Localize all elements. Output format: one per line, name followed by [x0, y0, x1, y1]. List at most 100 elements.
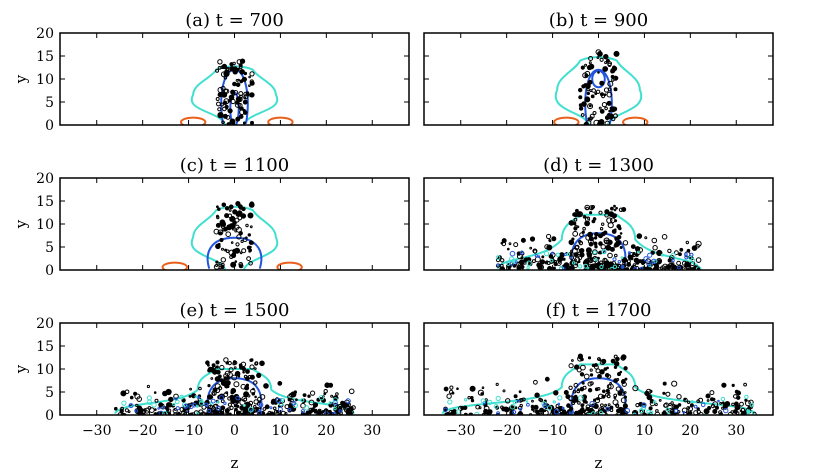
- black-contour: [604, 403, 607, 407]
- black-contour: [240, 239, 244, 243]
- black-contour: [245, 383, 249, 387]
- colored-contour: [693, 404, 698, 409]
- black-contour: [221, 63, 228, 70]
- black-contour: [690, 261, 695, 267]
- black-contour: [601, 222, 605, 226]
- black-contour: [221, 120, 225, 125]
- colored-contour: [509, 250, 516, 257]
- black-contour: [481, 386, 485, 390]
- black-contour: [470, 396, 474, 400]
- black-contour: [662, 391, 666, 395]
- black-contour: [539, 264, 542, 268]
- black-contour: [231, 252, 236, 257]
- black-contour: [592, 249, 598, 256]
- black-contour: [460, 406, 465, 411]
- black-contour: [234, 260, 238, 263]
- black-contour: [654, 402, 658, 407]
- x-tick-label: 30: [363, 423, 381, 439]
- black-contour: [620, 354, 627, 360]
- black-contour: [603, 87, 610, 93]
- black-contour: [646, 394, 653, 401]
- colored-contour: [509, 403, 516, 410]
- colored-contour: [487, 399, 493, 406]
- black-contour: [323, 392, 327, 396]
- black-contour: [215, 365, 219, 369]
- colored-contour: [194, 395, 198, 399]
- black-contour: [249, 364, 255, 370]
- black-contour: [693, 266, 697, 270]
- black-contour: [532, 248, 538, 254]
- black-contour: [215, 68, 220, 73]
- black-contour: [502, 389, 506, 393]
- y-tick-label: 0: [45, 408, 54, 424]
- black-contour: [295, 398, 298, 402]
- black-contour: [500, 241, 504, 245]
- colored-contour: [345, 398, 351, 404]
- black-contour: [614, 219, 618, 223]
- black-contour: [345, 411, 350, 415]
- black-contour: [606, 91, 613, 98]
- black-contour: [573, 382, 579, 388]
- black-contour: [573, 263, 578, 269]
- colored-contour: [612, 257, 617, 262]
- black-contour: [207, 384, 211, 388]
- black-contour: [223, 392, 229, 398]
- black-contour: [280, 410, 286, 415]
- black-contour: [529, 246, 533, 250]
- black-contour: [229, 394, 235, 400]
- black-contour: [696, 407, 700, 411]
- colored-contour: [300, 398, 305, 403]
- black-contour: [576, 367, 582, 373]
- black-contour: [225, 67, 231, 73]
- black-contour: [216, 215, 220, 220]
- black-contour: [743, 382, 747, 387]
- black-contour: [585, 97, 591, 103]
- black-contour: [256, 372, 262, 378]
- y-tick-label: 0: [45, 118, 54, 134]
- black-contour: [734, 401, 739, 407]
- black-contour: [667, 248, 672, 254]
- panel-title: (c) t = 1100: [180, 155, 289, 176]
- black-contour: [638, 259, 642, 264]
- colored-contour: [637, 250, 640, 254]
- black-contour: [241, 366, 247, 372]
- black-contour: [579, 232, 584, 237]
- orange-contour: [161, 261, 189, 270]
- black-contour: [254, 361, 259, 366]
- black-contour: [602, 66, 609, 72]
- black-contour: [531, 399, 534, 403]
- cyan-contour: [554, 56, 643, 125]
- black-contour: [236, 210, 243, 217]
- colored-contour: [332, 411, 337, 415]
- colored-contour: [447, 399, 453, 405]
- black-contour: [146, 384, 150, 389]
- colored-contour: [514, 399, 517, 403]
- black-contour: [587, 117, 591, 121]
- black-contour: [217, 229, 224, 236]
- black-contour: [577, 388, 580, 392]
- black-contour: [623, 366, 628, 371]
- colored-contour: [671, 258, 675, 263]
- black-contour: [243, 374, 248, 379]
- black-contour: [591, 363, 596, 368]
- colored-contour: [617, 260, 621, 264]
- black-contour: [225, 106, 229, 110]
- black-contour: [603, 230, 608, 235]
- black-contour: [218, 374, 222, 379]
- black-contour: [665, 265, 668, 269]
- black-contour: [721, 401, 725, 405]
- x-tick-label: −10: [538, 423, 568, 439]
- x-tick-label: 30: [727, 423, 745, 439]
- black-contour: [592, 217, 597, 221]
- colored-contour: [248, 406, 254, 413]
- black-contour: [578, 87, 583, 93]
- colored-contour: [557, 395, 563, 401]
- colored-contour: [496, 263, 500, 267]
- black-contour: [330, 394, 334, 398]
- colored-contour: [677, 265, 681, 270]
- x-tick-label: −30: [82, 423, 112, 439]
- black-contour: [499, 263, 504, 268]
- black-contour: [592, 263, 597, 267]
- black-contour: [574, 256, 581, 263]
- black-contour: [686, 264, 690, 268]
